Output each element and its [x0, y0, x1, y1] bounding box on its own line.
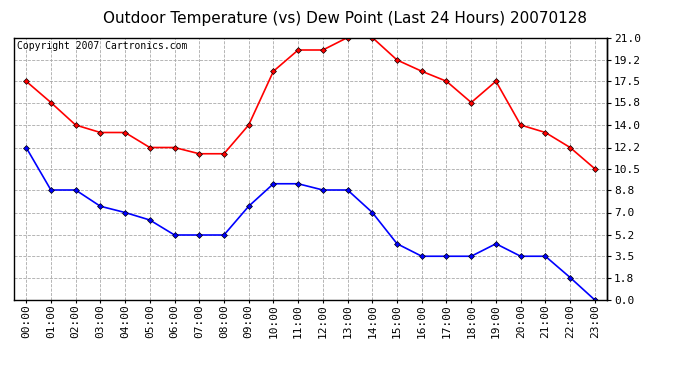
- Text: Outdoor Temperature (vs) Dew Point (Last 24 Hours) 20070128: Outdoor Temperature (vs) Dew Point (Last…: [103, 11, 587, 26]
- Text: Copyright 2007 Cartronics.com: Copyright 2007 Cartronics.com: [17, 42, 187, 51]
